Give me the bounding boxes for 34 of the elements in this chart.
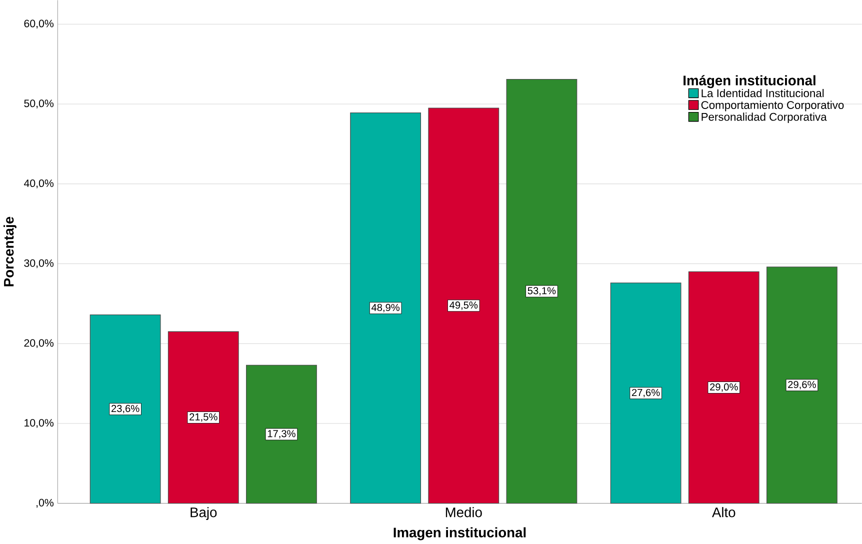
bar (168, 331, 239, 504)
y-tick-label: 60,0% (24, 20, 54, 29)
legend-label: La Identidad Institucional (702, 89, 824, 98)
legend-label: Personalidad Corporativa (702, 112, 827, 124)
y-tick-label: 40,0% (24, 180, 54, 188)
data-label: 23,6% (111, 405, 140, 414)
x-axis-title: Imagen institucional (394, 527, 526, 540)
data-label: 27,6% (632, 389, 660, 398)
x-tick-label: Medio (446, 507, 482, 518)
data-label: 21,5% (190, 413, 218, 422)
y-tick-label: 10,0% (24, 419, 54, 428)
bar (506, 79, 578, 504)
bar (350, 112, 422, 504)
y-tick-label: 30,0% (24, 259, 54, 268)
y-tick-label: ,0% (36, 499, 54, 508)
data-label: 48,9% (371, 304, 400, 312)
bar (246, 364, 317, 504)
bar (428, 108, 500, 504)
bar (766, 266, 838, 504)
x-tick-label: Bajo (190, 507, 217, 520)
legend-label: Comportamiento Corporativo (701, 100, 844, 112)
x-tick-label: Alto (712, 507, 736, 518)
y-tick-label: 20,0% (24, 339, 54, 348)
data-label: 29,0% (710, 383, 738, 392)
y-tick-label: 50,0% (24, 100, 54, 109)
bar (688, 272, 760, 504)
bar (610, 282, 682, 504)
bar (90, 314, 161, 504)
legend-title: Imágen institucional (684, 75, 816, 88)
y-axis-title: Porcentaje (4, 216, 16, 286)
data-label: 53,1% (528, 287, 556, 296)
data-label: 29,6% (788, 381, 816, 390)
data-label: 17,3% (268, 430, 296, 439)
data-label: 49,5% (450, 302, 478, 310)
